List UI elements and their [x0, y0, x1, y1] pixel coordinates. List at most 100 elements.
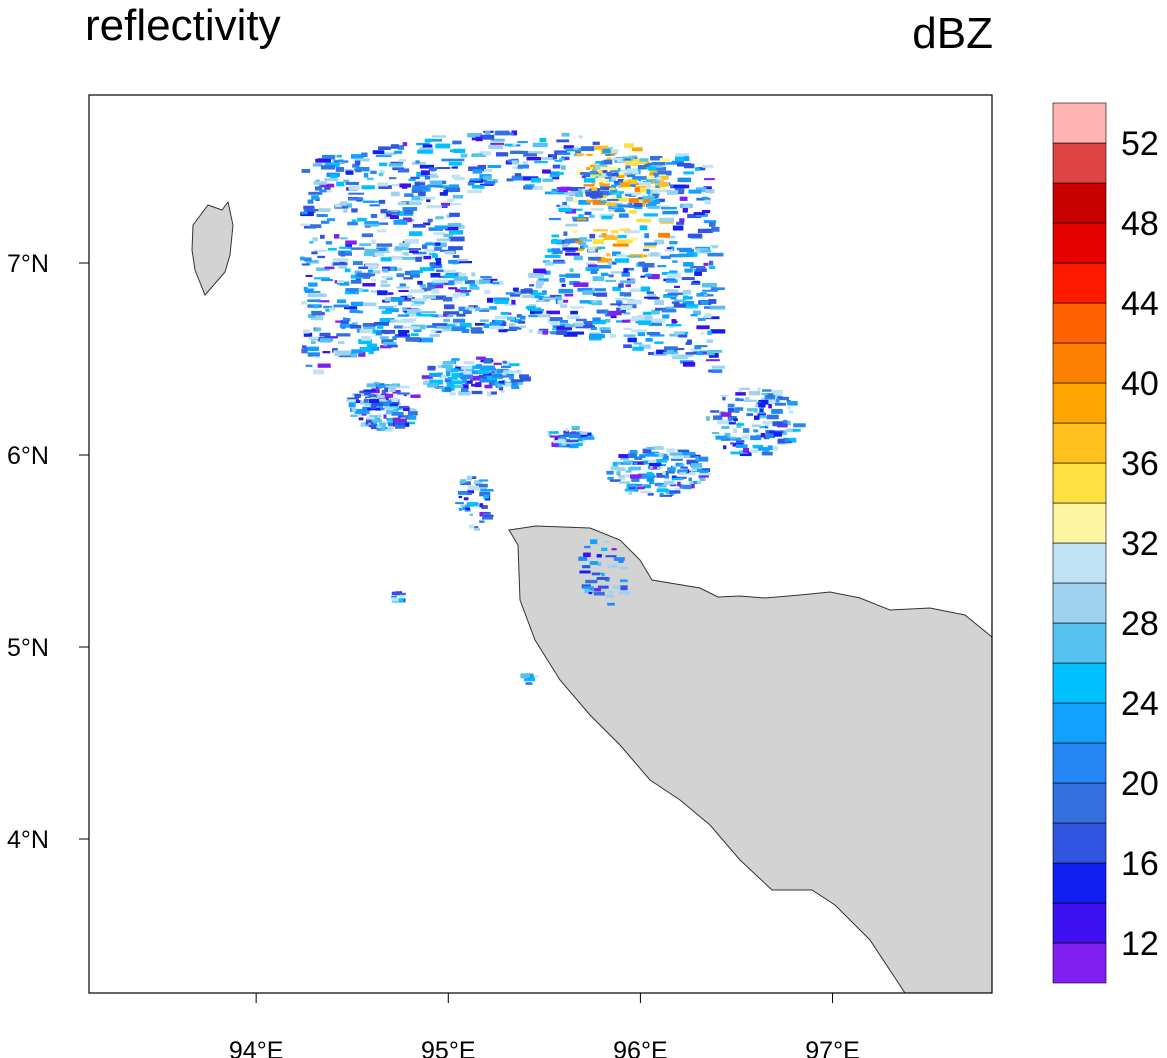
echo — [396, 286, 410, 289]
echo — [761, 398, 767, 401]
echo — [603, 235, 618, 241]
echo — [424, 175, 431, 180]
echo — [666, 279, 678, 283]
echo — [390, 144, 399, 149]
echo — [576, 153, 584, 157]
echo — [362, 406, 371, 411]
echo — [500, 390, 505, 393]
echo — [702, 289, 718, 292]
echo — [361, 336, 371, 341]
echo — [664, 474, 670, 479]
echo — [537, 330, 548, 335]
echo — [610, 466, 620, 471]
echo — [472, 169, 483, 174]
echo — [300, 301, 308, 305]
echo — [410, 176, 420, 180]
echo — [412, 251, 427, 255]
echo — [483, 359, 492, 364]
echo — [322, 351, 331, 354]
echo — [310, 315, 324, 321]
echo — [391, 591, 401, 596]
echo — [625, 318, 640, 322]
echo — [677, 354, 694, 357]
echo — [670, 296, 677, 300]
echo — [556, 319, 568, 323]
echo — [387, 427, 394, 430]
colorbar-box — [1052, 102, 1107, 144]
echo — [520, 315, 526, 320]
echo — [615, 297, 628, 301]
echo — [370, 213, 378, 218]
echo — [690, 348, 698, 353]
echo — [782, 419, 788, 424]
echo — [516, 314, 522, 318]
echo — [328, 307, 336, 311]
colorbar: 12 16 20 24 28 32 36 40 44 48 52 — [1052, 102, 1159, 984]
echo — [599, 166, 612, 170]
echo — [402, 207, 418, 211]
echo — [497, 383, 503, 388]
echo — [392, 417, 401, 423]
echo — [591, 300, 603, 306]
echo — [603, 195, 607, 199]
echo — [474, 306, 481, 312]
echo — [632, 170, 639, 175]
echo — [307, 199, 314, 204]
echo — [573, 282, 589, 287]
echo — [394, 421, 405, 426]
echo — [463, 361, 475, 365]
echo — [511, 299, 516, 305]
colorbar-label: 28 — [1121, 605, 1159, 643]
echo — [589, 170, 598, 175]
echo — [602, 309, 609, 314]
echo — [511, 379, 524, 383]
echo — [451, 368, 459, 373]
echo — [397, 201, 407, 206]
echo — [534, 160, 548, 164]
echo — [319, 338, 332, 343]
echo — [345, 170, 354, 175]
echo — [610, 230, 619, 234]
echo — [510, 150, 525, 154]
echo — [571, 208, 583, 211]
echo — [430, 379, 444, 385]
echo — [465, 507, 471, 511]
echo — [678, 253, 694, 258]
echo — [340, 201, 348, 206]
echo — [679, 248, 694, 253]
echo — [319, 332, 331, 337]
echo — [489, 306, 497, 310]
echo — [303, 332, 313, 337]
echo — [643, 453, 655, 457]
echo — [678, 334, 688, 338]
echo — [354, 270, 362, 275]
echo — [554, 436, 558, 441]
echo — [471, 384, 479, 387]
echo — [478, 279, 491, 284]
echo — [606, 149, 619, 154]
echo — [453, 276, 469, 281]
colorbar-box — [1052, 582, 1107, 624]
echo — [418, 147, 434, 151]
echo — [644, 242, 657, 246]
echo — [618, 591, 632, 595]
echo — [519, 325, 526, 328]
echo — [620, 280, 634, 284]
echo — [677, 449, 690, 453]
echo — [697, 166, 706, 171]
echo — [482, 514, 494, 518]
echo — [509, 323, 516, 327]
echo — [461, 328, 470, 334]
x-tick-label: 95°E — [421, 1037, 475, 1058]
echo — [753, 415, 760, 420]
echo — [771, 409, 783, 414]
echo — [655, 307, 666, 311]
echo — [592, 319, 606, 325]
echo — [471, 137, 478, 141]
echo — [561, 132, 570, 137]
echo — [346, 399, 356, 403]
echo — [442, 180, 447, 185]
echo — [690, 314, 698, 317]
echo — [488, 381, 497, 386]
echo — [389, 214, 399, 220]
